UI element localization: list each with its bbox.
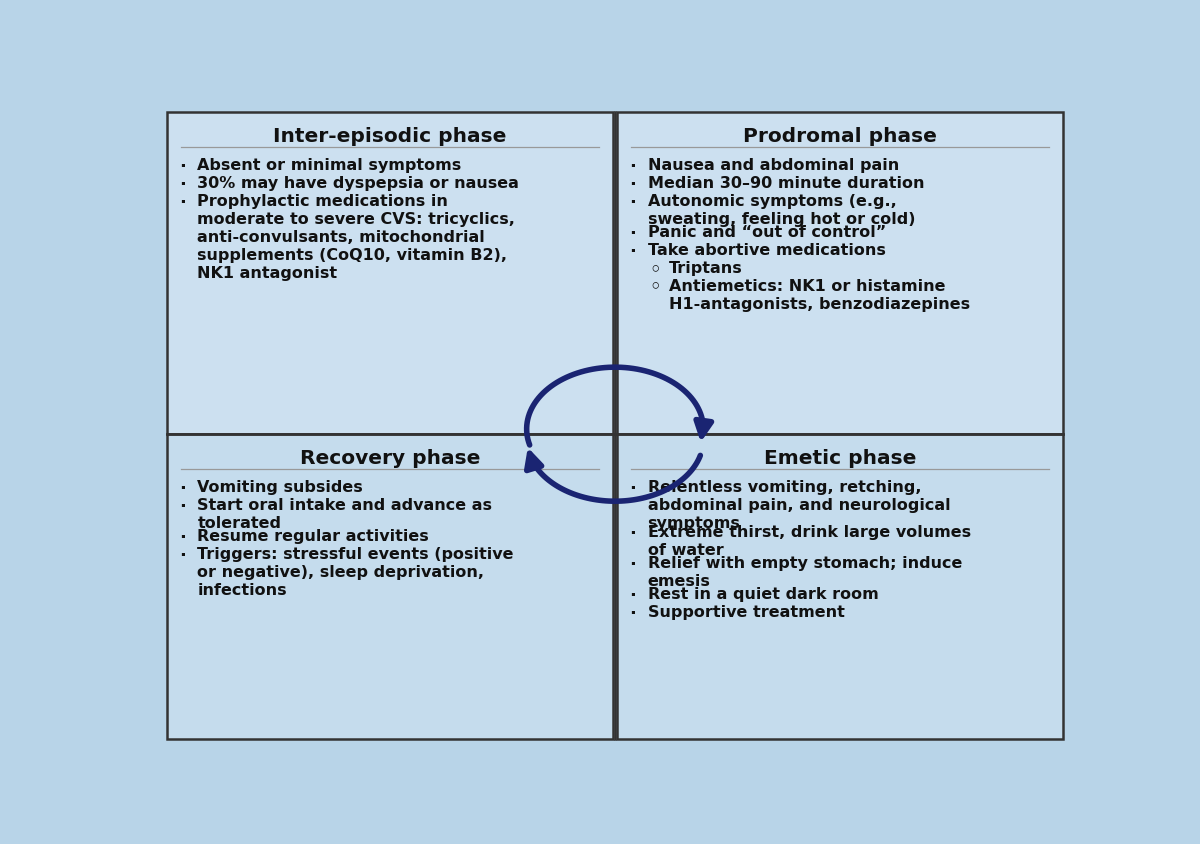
Text: Triptans: Triptans (668, 261, 743, 275)
Text: ·: · (179, 193, 186, 212)
Text: Panic and “out of control”: Panic and “out of control” (648, 225, 886, 240)
Text: Extreme thirst, drink large volumes
of water: Extreme thirst, drink large volumes of w… (648, 524, 971, 557)
Text: ·: · (629, 479, 636, 497)
Text: Take abortive medications: Take abortive medications (648, 242, 886, 257)
Text: ·: · (629, 225, 636, 243)
Text: Triggers: stressful events (positive
or negative), sleep deprivation,
infections: Triggers: stressful events (positive or … (198, 546, 514, 598)
Text: ·: · (179, 479, 186, 497)
Text: Autonomic symptoms (e.g.,
sweating, feeling hot or cold): Autonomic symptoms (e.g., sweating, feel… (648, 193, 916, 226)
Text: ·: · (629, 587, 636, 604)
Text: ·: · (629, 158, 636, 176)
Text: Inter-episodic phase: Inter-episodic phase (274, 127, 506, 146)
Text: Resume regular activities: Resume regular activities (198, 528, 430, 544)
Text: Relentless vomiting, retching,
abdominal pain, and neurological
symptoms: Relentless vomiting, retching, abdominal… (648, 479, 950, 530)
Text: ·: · (629, 242, 636, 261)
Text: ·: · (629, 193, 636, 212)
Text: ·: · (629, 604, 636, 622)
Text: ·: · (179, 546, 186, 565)
Text: Prodromal phase: Prodromal phase (743, 127, 937, 146)
Text: ·: · (179, 158, 186, 176)
Bar (617, 113, 1063, 435)
Text: Rest in a quiet dark room: Rest in a quiet dark room (648, 587, 878, 602)
Bar (167, 435, 613, 739)
Text: ◦: ◦ (649, 261, 661, 279)
Text: Relief with empty stomach; induce
emesis: Relief with empty stomach; induce emesis (648, 555, 962, 588)
Text: Absent or minimal symptoms: Absent or minimal symptoms (198, 158, 462, 173)
Text: ·: · (629, 176, 636, 193)
Text: Nausea and abdominal pain: Nausea and abdominal pain (648, 158, 899, 173)
Bar (617, 435, 1063, 739)
Text: ·: · (629, 524, 636, 542)
Text: ·: · (179, 528, 186, 547)
Text: 30% may have dyspepsia or nausea: 30% may have dyspepsia or nausea (198, 176, 520, 191)
Text: Vomiting subsides: Vomiting subsides (198, 479, 364, 495)
Text: Emetic phase: Emetic phase (764, 449, 917, 468)
Bar (167, 113, 613, 435)
Text: ·: · (179, 497, 186, 516)
Text: ·: · (629, 555, 636, 573)
Text: ·: · (179, 176, 186, 193)
Text: ◦: ◦ (649, 279, 661, 296)
Text: Start oral intake and advance as
tolerated: Start oral intake and advance as tolerat… (198, 497, 492, 530)
Text: Antiemetics: NK1 or histamine
H1-antagonists, benzodiazepines: Antiemetics: NK1 or histamine H1-antagon… (668, 279, 970, 311)
Text: Median 30–90 minute duration: Median 30–90 minute duration (648, 176, 924, 191)
Text: Prophylactic medications in
moderate to severe CVS: tricyclics,
anti-convulsants: Prophylactic medications in moderate to … (198, 193, 515, 280)
Text: Recovery phase: Recovery phase (300, 449, 480, 468)
Text: Supportive treatment: Supportive treatment (648, 604, 845, 619)
